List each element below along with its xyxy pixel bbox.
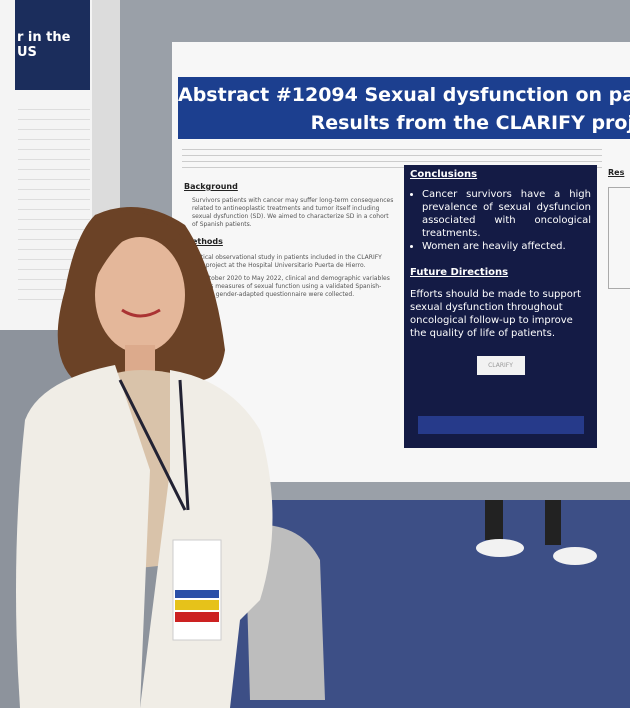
left-column: Background Survivors patients with cance… (184, 182, 396, 303)
poster: Abstract #12094 Sexual dysfunction on pa… (172, 42, 630, 482)
eu-banner (418, 416, 584, 434)
section-text: From October 2020 to May 2022, clinical … (184, 274, 390, 298)
bullet: Women are heavily affected. (422, 240, 591, 253)
section-heading: Res (608, 168, 625, 177)
section-text: Efforts should be made to support sexual… (410, 289, 581, 339)
section-text: Analytical observational study in patien… (184, 254, 382, 270)
results-chart (608, 187, 630, 289)
bullet: Cancer survivors have a high prevalence … (422, 188, 591, 240)
logo: CLARIFY (476, 356, 525, 375)
conclusions-panel: Conclusions Cancer survivors have a high… (404, 165, 597, 448)
title-line: Abstract #12094 Sexual dysfunction on pa… (178, 84, 630, 106)
section-heading: Conclusions (410, 169, 478, 180)
title-line: Results from the CLARIFY proj (310, 112, 630, 134)
left-poster-title: r in the US (17, 30, 71, 60)
section-heading: Future Directions (410, 267, 509, 278)
poster-title: Abstract #12094 Sexual dysfunction on pa… (178, 77, 630, 139)
section-heading: Background (184, 182, 238, 191)
section-text: Survivors patients with cancer may suffe… (192, 197, 394, 229)
section-heading: Methods (184, 237, 223, 247)
